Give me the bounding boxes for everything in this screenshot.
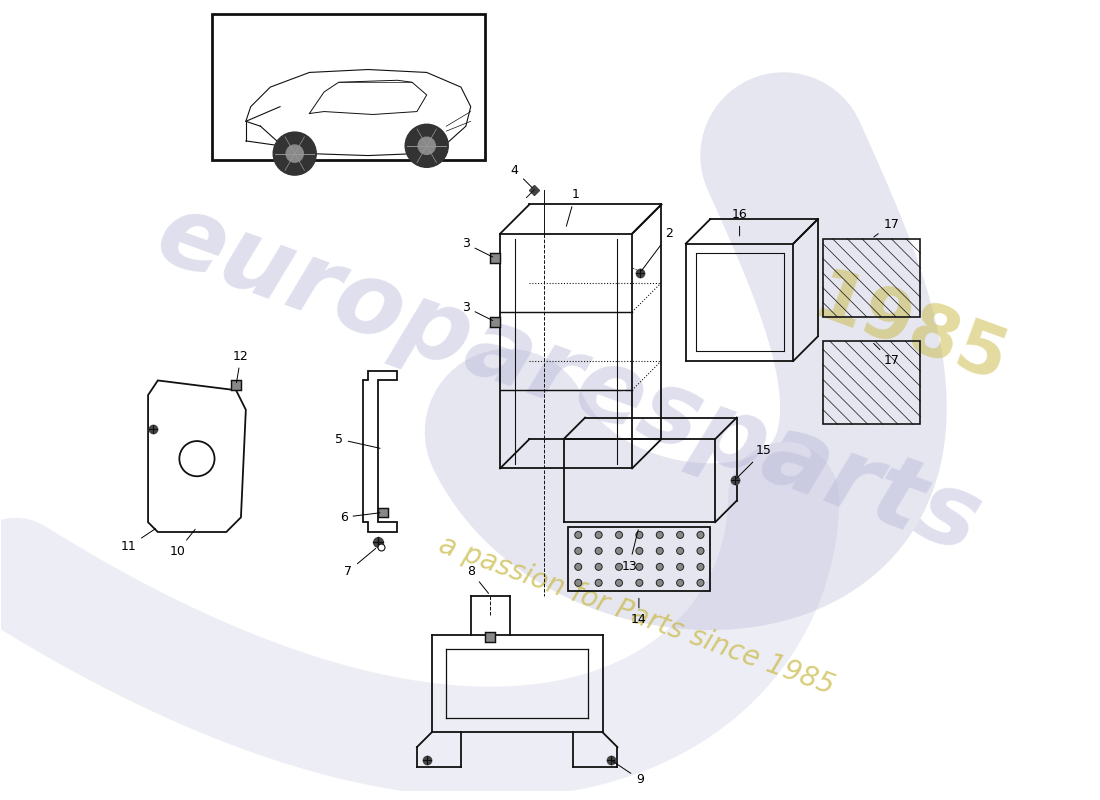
Text: 3: 3	[462, 237, 493, 257]
Text: 12: 12	[233, 350, 249, 382]
Circle shape	[595, 563, 602, 570]
Circle shape	[657, 579, 663, 586]
Text: europaresparts: europaresparts	[144, 186, 993, 574]
Bar	[823, 342, 921, 425]
Circle shape	[676, 547, 683, 554]
Circle shape	[595, 579, 602, 586]
Bar	[485, 632, 495, 642]
Bar	[211, 14, 485, 161]
Bar	[569, 527, 711, 590]
Circle shape	[697, 563, 704, 570]
Circle shape	[286, 145, 304, 162]
Circle shape	[575, 547, 582, 554]
Circle shape	[676, 563, 683, 570]
Text: 9: 9	[613, 762, 644, 786]
Text: 17: 17	[873, 343, 899, 367]
Bar	[491, 254, 501, 263]
Circle shape	[575, 563, 582, 570]
Text: 17: 17	[873, 218, 899, 237]
Text: 10: 10	[169, 530, 195, 558]
Text: 14: 14	[631, 598, 647, 626]
Bar	[377, 507, 387, 518]
Circle shape	[595, 547, 602, 554]
Text: 11: 11	[121, 529, 155, 553]
Text: 15: 15	[737, 444, 772, 478]
Circle shape	[697, 547, 704, 554]
Text: 1985: 1985	[804, 265, 1018, 398]
Text: 13: 13	[621, 530, 638, 573]
Circle shape	[616, 579, 623, 586]
Text: 7: 7	[344, 549, 376, 578]
Text: 5: 5	[334, 433, 379, 448]
Circle shape	[676, 579, 683, 586]
Bar	[231, 381, 241, 390]
Circle shape	[657, 531, 663, 538]
Text: 2: 2	[641, 227, 673, 270]
Circle shape	[657, 547, 663, 554]
Circle shape	[273, 132, 316, 175]
Circle shape	[636, 563, 642, 570]
Circle shape	[575, 531, 582, 538]
Bar	[823, 238, 921, 317]
Text: 6: 6	[340, 511, 379, 524]
Circle shape	[636, 531, 642, 538]
Circle shape	[418, 137, 436, 154]
Circle shape	[575, 579, 582, 586]
Text: 4: 4	[510, 164, 532, 188]
Circle shape	[657, 563, 663, 570]
Text: 16: 16	[732, 208, 748, 236]
Circle shape	[595, 531, 602, 538]
Circle shape	[676, 531, 683, 538]
Circle shape	[636, 579, 642, 586]
Circle shape	[405, 124, 448, 167]
Circle shape	[616, 563, 623, 570]
Text: 3: 3	[462, 301, 493, 321]
Bar	[491, 317, 501, 326]
Circle shape	[616, 531, 623, 538]
Circle shape	[697, 579, 704, 586]
Circle shape	[616, 547, 623, 554]
Circle shape	[636, 547, 642, 554]
Text: a passion for Parts since 1985: a passion for Parts since 1985	[436, 530, 838, 700]
Text: 8: 8	[466, 565, 488, 594]
Text: 1: 1	[566, 188, 580, 226]
Circle shape	[697, 531, 704, 538]
